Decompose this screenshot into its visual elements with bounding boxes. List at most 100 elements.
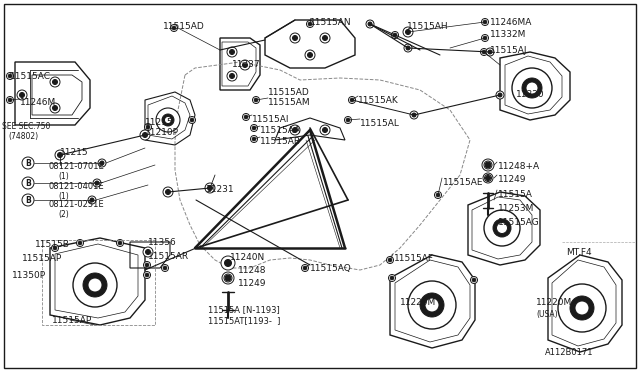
Text: 11215: 11215 [145, 118, 173, 127]
Circle shape [230, 49, 234, 55]
Text: 11515B: 11515B [35, 240, 70, 249]
Circle shape [51, 244, 58, 251]
Circle shape [470, 276, 477, 283]
Circle shape [52, 106, 58, 110]
Circle shape [222, 272, 234, 284]
Text: 11240N: 11240N [230, 253, 265, 262]
Text: 11515AK: 11515AK [358, 96, 399, 105]
Circle shape [436, 193, 440, 197]
Circle shape [88, 278, 102, 292]
Circle shape [482, 50, 486, 54]
Text: (1): (1) [58, 172, 68, 181]
Text: 11220M: 11220M [536, 298, 572, 307]
Circle shape [308, 22, 312, 26]
Text: SEE SEC.750: SEE SEC.750 [2, 122, 51, 131]
Text: 11515AD: 11515AD [163, 22, 205, 31]
Circle shape [77, 240, 83, 247]
Circle shape [53, 246, 57, 250]
Circle shape [143, 132, 147, 138]
Text: 08121-0401E: 08121-0401E [48, 182, 104, 191]
Circle shape [388, 258, 392, 262]
Circle shape [190, 118, 194, 122]
Circle shape [485, 162, 491, 168]
Circle shape [243, 62, 248, 67]
Circle shape [207, 186, 212, 190]
Circle shape [50, 77, 60, 87]
Text: 11220M: 11220M [400, 298, 436, 307]
Circle shape [393, 33, 397, 37]
Circle shape [307, 20, 314, 28]
Circle shape [143, 247, 153, 257]
Text: B: B [25, 196, 31, 205]
Text: 11515AR: 11515AR [148, 252, 189, 261]
Circle shape [95, 181, 99, 185]
Circle shape [496, 91, 504, 99]
Circle shape [367, 20, 374, 28]
Text: 11515AB: 11515AB [260, 137, 301, 146]
Text: 11249: 11249 [498, 175, 527, 184]
Circle shape [388, 275, 396, 282]
Text: (74802): (74802) [8, 132, 38, 141]
Circle shape [323, 128, 328, 132]
Text: 11350P: 11350P [12, 271, 46, 280]
Circle shape [145, 124, 152, 131]
Circle shape [253, 96, 259, 103]
Circle shape [78, 241, 82, 245]
Circle shape [483, 20, 487, 24]
Text: 11515AN: 11515AN [310, 18, 351, 27]
Text: (USA): (USA) [536, 310, 557, 319]
Circle shape [163, 266, 167, 270]
Text: 11515AP: 11515AP [52, 316, 92, 325]
Circle shape [292, 35, 298, 41]
Circle shape [481, 19, 488, 26]
Circle shape [143, 262, 150, 269]
Circle shape [17, 90, 27, 100]
Circle shape [526, 82, 538, 94]
Text: 11237: 11237 [232, 60, 260, 69]
Text: B: B [25, 158, 31, 167]
Circle shape [482, 159, 494, 171]
Circle shape [145, 273, 149, 277]
Circle shape [484, 210, 520, 246]
Circle shape [163, 187, 173, 197]
Circle shape [189, 116, 195, 124]
Circle shape [425, 298, 439, 312]
Circle shape [250, 125, 257, 131]
Circle shape [146, 125, 150, 129]
Circle shape [8, 98, 12, 102]
Circle shape [390, 276, 394, 280]
Circle shape [488, 50, 492, 54]
Text: 11515AP: 11515AP [22, 254, 62, 263]
Circle shape [320, 125, 330, 135]
Circle shape [292, 128, 298, 132]
Circle shape [116, 240, 124, 247]
Circle shape [252, 137, 256, 141]
Circle shape [145, 250, 150, 254]
Circle shape [162, 114, 174, 126]
Circle shape [307, 52, 312, 58]
Text: 11320: 11320 [516, 90, 545, 99]
Circle shape [50, 103, 60, 113]
Circle shape [88, 196, 96, 204]
Circle shape [290, 125, 300, 135]
Text: 11515A [N-1193]: 11515A [N-1193] [208, 305, 280, 314]
Text: A112B0171: A112B0171 [545, 348, 593, 357]
Text: 11253M: 11253M [498, 204, 534, 213]
Text: 11515AI: 11515AI [252, 115, 289, 124]
Text: 11515AT[1193-  ]: 11515AT[1193- ] [208, 316, 280, 325]
Circle shape [22, 157, 34, 169]
Circle shape [221, 256, 235, 270]
Circle shape [346, 118, 350, 122]
Circle shape [227, 47, 237, 57]
Circle shape [486, 176, 490, 180]
Text: 11249: 11249 [238, 279, 266, 288]
Circle shape [244, 115, 248, 119]
Circle shape [225, 275, 231, 281]
Circle shape [392, 32, 399, 38]
Text: 11332M: 11332M [490, 30, 526, 39]
Text: 11515AJ: 11515AJ [490, 46, 527, 55]
Circle shape [227, 71, 237, 81]
Text: 11515AQ: 11515AQ [310, 264, 352, 273]
Text: 11248: 11248 [238, 266, 266, 275]
Circle shape [350, 98, 354, 102]
